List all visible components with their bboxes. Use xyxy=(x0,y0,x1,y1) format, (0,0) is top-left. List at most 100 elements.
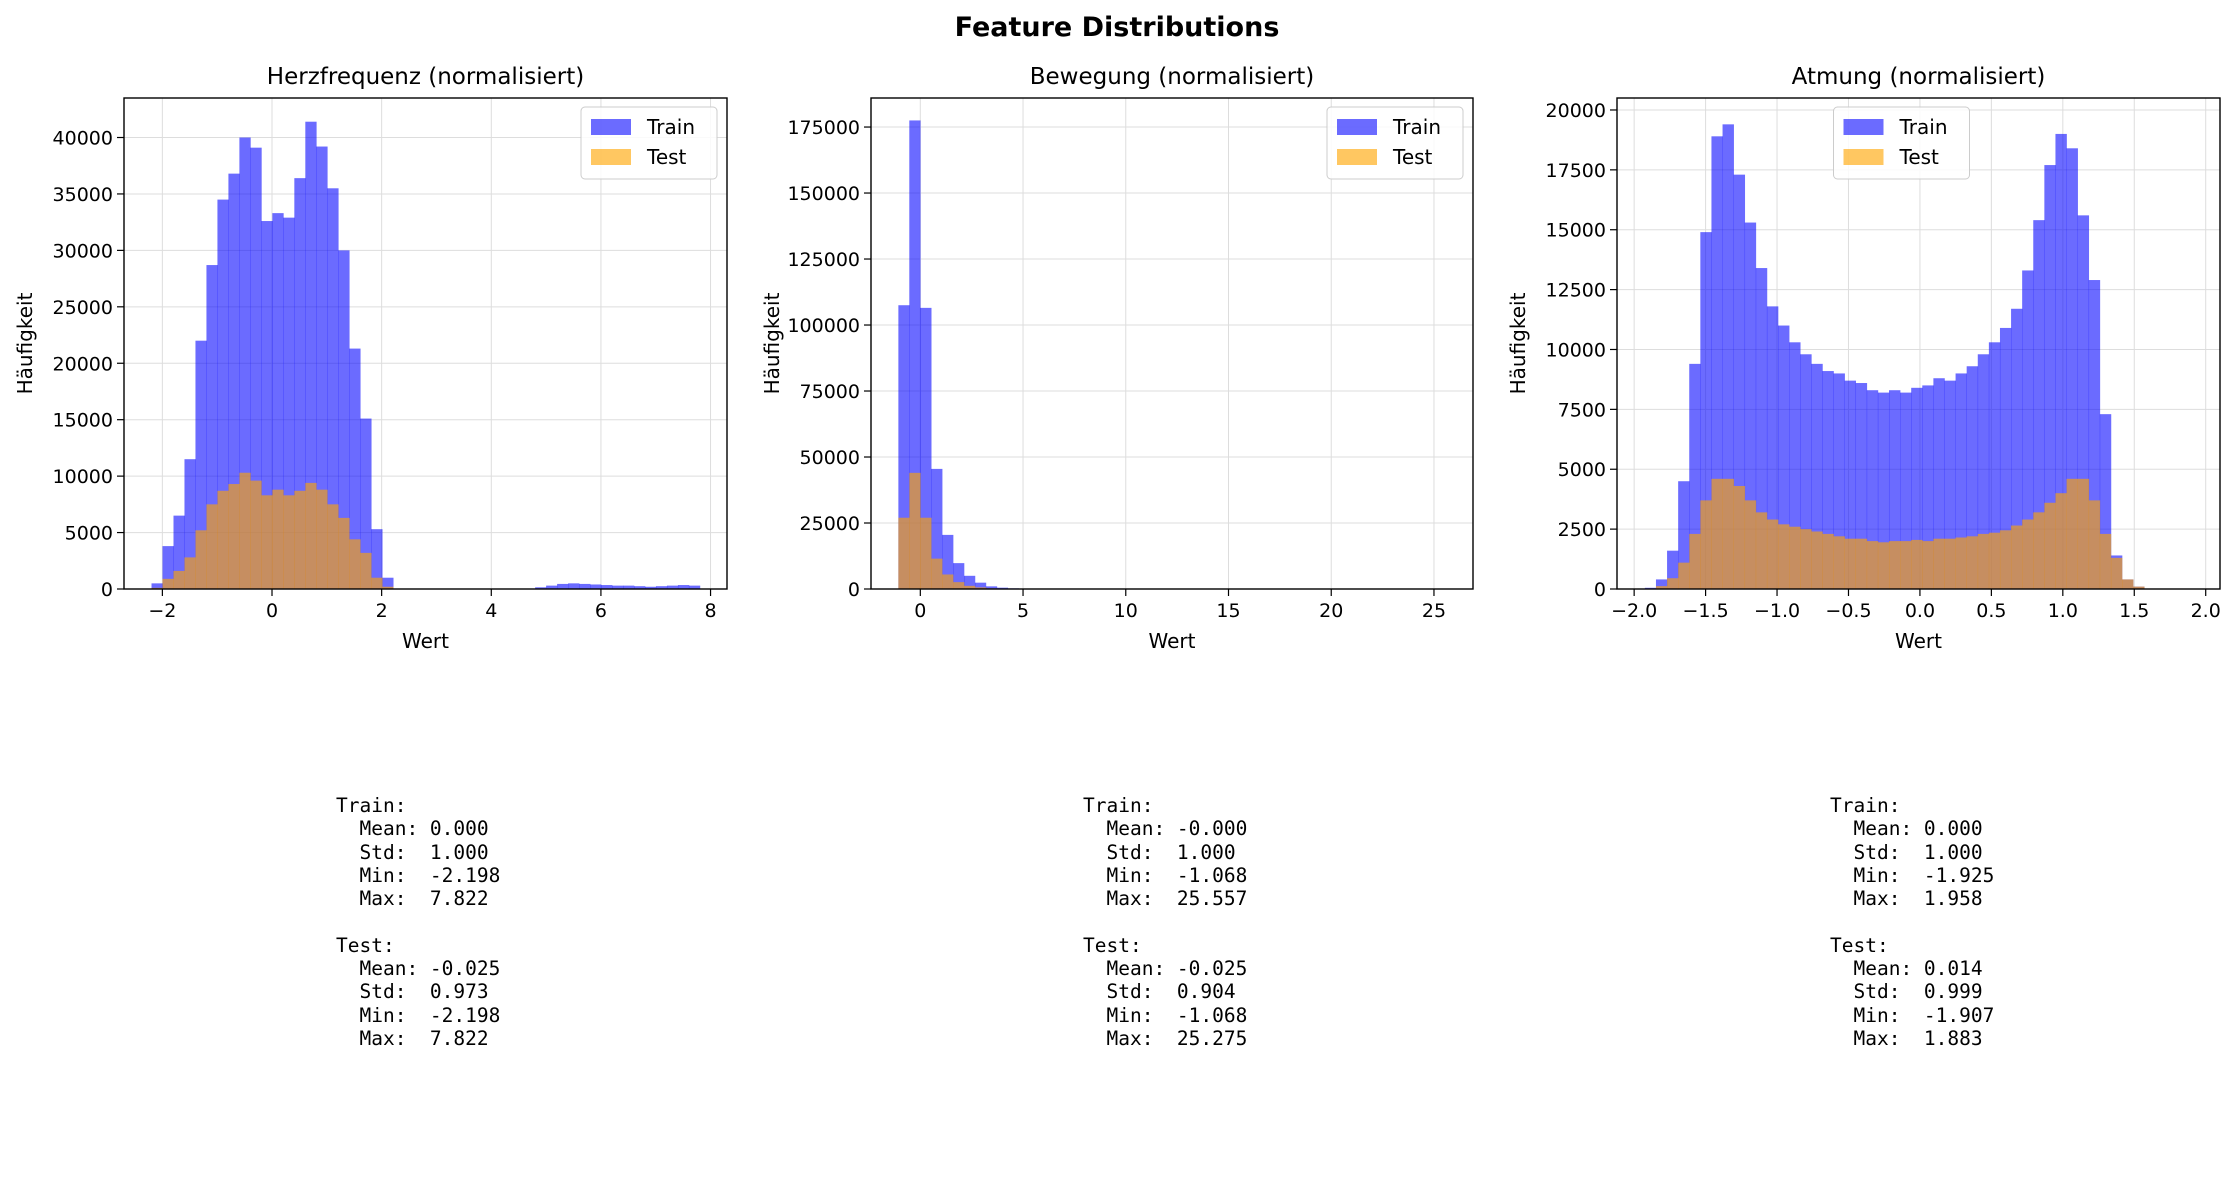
y-tick-label: 25000 xyxy=(800,513,860,535)
x-tick-label: 4 xyxy=(485,600,497,622)
test-bar xyxy=(162,578,174,589)
test-bar xyxy=(920,517,932,589)
test-bar xyxy=(2088,500,2101,589)
test-bar xyxy=(283,495,295,589)
test-bar xyxy=(349,539,361,589)
y-axis-label: Häufigkeit xyxy=(760,292,784,394)
train-bar xyxy=(261,221,273,589)
test-bar xyxy=(327,504,339,589)
x-tick-label: 10 xyxy=(1114,600,1138,622)
x-axis-label: Wert xyxy=(402,629,449,653)
test-bar xyxy=(305,482,317,589)
bars xyxy=(1644,124,2145,589)
y-tick-label: 25000 xyxy=(53,297,113,319)
train-bar xyxy=(1988,342,2001,589)
train-bar xyxy=(184,459,196,589)
test-bar xyxy=(173,570,185,589)
test-bar xyxy=(1755,512,1768,589)
test-bar xyxy=(1988,532,2001,589)
y-tick-label: 0 xyxy=(101,579,113,601)
train-bar xyxy=(1744,222,1757,589)
train-bar xyxy=(1655,579,1668,589)
train-bar xyxy=(305,121,317,589)
bars xyxy=(151,121,701,589)
legend-swatch-train xyxy=(591,119,631,135)
train-bar xyxy=(1822,371,1834,589)
test-bar xyxy=(195,530,207,589)
train-bar xyxy=(2022,270,2034,589)
train-bar xyxy=(931,468,943,589)
test-bar xyxy=(1877,542,1890,589)
test-bar xyxy=(898,517,910,589)
train-bar xyxy=(1877,392,1890,589)
legend-label-train: Train xyxy=(646,115,695,139)
chart-atmung: −2.0 −1.5 −1.0 −0.5 0.0 0.5 1.0 1.5 2.0 0 2500 5000… xyxy=(1506,64,2221,653)
test-bar xyxy=(1944,538,1956,589)
test-bar xyxy=(1888,541,1901,589)
train-bar xyxy=(644,586,657,589)
train-bar xyxy=(1944,380,1956,589)
test-bar xyxy=(1678,562,1690,589)
test-bar xyxy=(1700,500,1712,589)
y-tick-label: 50000 xyxy=(800,447,860,469)
chart-title-herzfrequenz: Herzfrequenz (normalisiert) xyxy=(267,64,584,90)
y-tick-label: 175000 xyxy=(787,117,860,139)
train-bar xyxy=(349,348,361,589)
train-bar xyxy=(1711,136,1723,589)
train-bar xyxy=(909,120,921,589)
test-bar xyxy=(1977,533,1990,589)
train-bar xyxy=(1700,232,1712,589)
train-bar xyxy=(557,583,569,589)
test-bar xyxy=(1711,478,1723,589)
y-tick-label: 0 xyxy=(1594,579,1606,601)
train-bar xyxy=(2033,220,2045,589)
train-bar xyxy=(1933,378,1945,589)
train-bar xyxy=(316,146,328,589)
test-bar xyxy=(2033,512,2045,589)
x-tick-label: −2 xyxy=(148,600,176,622)
x-tick-label: 2 xyxy=(376,600,388,622)
test-bar xyxy=(2066,478,2078,589)
test-bar xyxy=(1933,538,1945,589)
stats-text-atmung: Train: Mean: 0.000 Std: 1.000 Min: -1.92… xyxy=(1830,794,1995,1050)
x-tick-label: 1.5 xyxy=(2119,600,2149,622)
stats-text-bewegung: Train: Mean: -0.000 Std: 1.000 Min: -1.0… xyxy=(1083,794,1248,1050)
train-bar xyxy=(2088,280,2101,589)
test-bar xyxy=(931,558,943,589)
test-bar xyxy=(1855,538,1868,589)
test-bar xyxy=(1922,541,1934,589)
train-bar xyxy=(360,418,372,589)
test-bar xyxy=(2122,579,2134,589)
y-tick-label: 5000 xyxy=(65,523,113,545)
test-bar xyxy=(206,504,218,589)
train-bar xyxy=(2055,133,2067,589)
train-bar xyxy=(162,546,174,589)
y-tick-label: 30000 xyxy=(53,240,113,262)
train-bar xyxy=(1955,373,1967,589)
test-bar xyxy=(316,489,328,589)
test-bar xyxy=(239,472,251,589)
test-bar xyxy=(964,585,976,589)
train-bar xyxy=(382,577,394,589)
test-bar xyxy=(1833,536,1845,589)
train-bar xyxy=(2044,165,2056,589)
train-bar xyxy=(964,575,976,589)
train-bar xyxy=(371,529,383,589)
train-bar xyxy=(1755,268,1768,589)
y-tick-label: 40000 xyxy=(53,128,113,150)
test-bar xyxy=(1766,519,1779,589)
y-tick-label: 20000 xyxy=(53,353,113,375)
test-bar xyxy=(1900,541,1912,589)
train-bar xyxy=(634,586,646,589)
test-bar xyxy=(184,557,196,589)
test-bar xyxy=(360,552,372,589)
legend-swatch-test xyxy=(591,149,631,165)
chart-herzfrequenz: −2 0 2 4 6 8 0 5000 10000 15000 20000 25000 30000 350… xyxy=(13,64,728,653)
y-tick-label: 0 xyxy=(848,579,860,601)
x-tick-label: 15 xyxy=(1216,600,1240,622)
train-bar xyxy=(239,137,251,589)
legend-label-train: Train xyxy=(1392,115,1441,139)
y-tick-label: 150000 xyxy=(787,183,860,205)
y-tick-label: 10000 xyxy=(53,466,113,488)
